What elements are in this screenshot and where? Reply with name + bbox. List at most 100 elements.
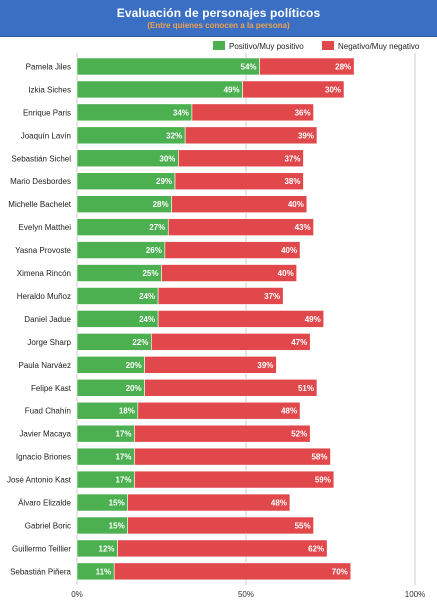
bar-negative [144, 378, 318, 397]
category-label: Evelyn Matthei [19, 223, 72, 232]
value-label-positive: 34% [173, 108, 189, 117]
category-label: Ignacio Briones [16, 453, 71, 462]
value-label-positive: 25% [142, 269, 158, 278]
value-label-negative: 39% [298, 131, 314, 140]
bar-negative [259, 57, 355, 76]
bar-negative [242, 80, 345, 99]
value-label-positive: 28% [153, 200, 169, 209]
x-tick-label: 50% [238, 590, 254, 599]
value-label-positive: 49% [224, 85, 240, 94]
value-label-positive: 17% [115, 430, 131, 439]
value-label-negative: 36% [295, 108, 311, 117]
value-label-positive: 15% [109, 521, 125, 530]
bar-negative [134, 424, 311, 443]
x-tick-label: 100% [405, 590, 425, 599]
value-label-negative: 43% [295, 223, 311, 232]
legend-label: Negativo/Muy negativo [338, 42, 420, 51]
bar-negative [164, 241, 301, 259]
category-labels: Pamela Jiles Izkia Siches Enrique Paris Joa… [7, 62, 72, 576]
x-axis-ticks: 0% 50% 100% [71, 590, 425, 599]
value-label-negative: 38% [284, 177, 300, 186]
value-label-negative: 70% [332, 567, 348, 576]
bar-negative [144, 356, 277, 374]
value-label-negative: 51% [298, 384, 314, 393]
value-label-positive: 27% [149, 223, 165, 232]
category-label: Michelle Bachelet [8, 200, 71, 209]
category-label: Felipe Kast [31, 384, 72, 393]
bar-negative [117, 539, 328, 558]
value-label-negative: 59% [315, 476, 331, 485]
category-label: Guillermo Teillier [12, 544, 71, 553]
category-label: Izkia Siches [28, 85, 71, 94]
value-label-positive: 24% [139, 315, 155, 324]
value-label-negative: 52% [291, 430, 307, 439]
value-label-positive: 18% [119, 407, 135, 416]
value-label-positive: 12% [99, 544, 115, 553]
value-label-positive: 54% [241, 62, 257, 71]
category-label: Mario Desbordes [10, 177, 71, 186]
value-label-positive: 24% [139, 292, 155, 301]
value-label-negative: 48% [281, 407, 297, 416]
category-label: Pamela Jiles [26, 62, 71, 71]
value-label-positive: 32% [166, 131, 182, 140]
legend-label: Positivo/Muy positivo [229, 42, 304, 51]
value-label-negative: 48% [271, 499, 287, 508]
x-tick-label: 0% [71, 590, 83, 599]
bars: 54% 28% 49% 30% 34% 36% 32% 39% 30% 37% 29% 38% 28% 4… [76, 57, 355, 581]
bar-negative [134, 447, 331, 466]
category-label: Ximena Rincón [17, 269, 71, 278]
value-label-negative: 58% [311, 453, 327, 462]
value-label-positive: 17% [115, 476, 131, 485]
value-label-negative: 49% [305, 315, 321, 324]
category-label: Sebastián Sichel [11, 154, 71, 163]
category-label: Jorge Sharp [27, 338, 71, 347]
category-label: Heraldo Muñoz [17, 292, 71, 301]
value-label-negative: 37% [264, 292, 280, 301]
bar-negative [167, 218, 314, 236]
bar-negative [127, 493, 291, 512]
category-label: Paula Narváez [19, 361, 71, 370]
value-label-negative: 28% [335, 62, 351, 71]
bar-negative [171, 195, 308, 213]
bar-negative [157, 310, 325, 328]
value-label-negative: 40% [288, 200, 304, 209]
value-label-positive: 29% [156, 177, 172, 186]
category-label: Enrique Paris [23, 108, 71, 117]
value-label-negative: 47% [291, 338, 307, 347]
legend: Positivo/Muy positivo Negativo/Muy negati… [213, 41, 420, 51]
value-label-negative: 40% [281, 246, 297, 255]
value-label-positive: 17% [115, 453, 131, 462]
value-label-positive: 11% [96, 567, 112, 576]
value-label-positive: 20% [126, 361, 142, 370]
chart-header: Evaluación de personajes políticos (Entr… [0, 0, 437, 37]
chart-subtitle: (Entre quienes conocen a la persona) [147, 21, 290, 30]
value-label-negative: 55% [295, 521, 311, 530]
bar-negative [178, 149, 304, 168]
category-label: Daniel Jadue [24, 315, 71, 324]
legend-swatch [322, 41, 334, 50]
bar-negative [191, 103, 314, 122]
value-label-negative: 62% [308, 544, 324, 553]
chart-title: Evaluación de personajes políticos [116, 6, 321, 20]
category-label: Álvaro Elizalde [18, 499, 71, 508]
category-label: Javier Macaya [19, 430, 71, 439]
bar-positive [76, 80, 243, 99]
legend-swatch [213, 41, 225, 50]
value-label-negative: 37% [284, 154, 300, 163]
value-label-positive: 30% [159, 154, 175, 163]
category-label: Sebastián Piñera [10, 567, 71, 576]
category-label: Yasna Provoste [15, 246, 71, 255]
category-label: Fuad Chahín [25, 407, 71, 416]
value-label-negative: 30% [325, 85, 341, 94]
bar-negative [161, 264, 297, 282]
value-label-positive: 20% [126, 384, 142, 393]
value-label-positive: 26% [146, 246, 162, 255]
value-label-negative: 39% [257, 361, 273, 370]
bar-negative [174, 172, 304, 191]
bar-negative [184, 126, 318, 145]
bar-negative [151, 333, 311, 351]
value-label-negative: 40% [278, 269, 294, 278]
bar-negative [137, 401, 301, 420]
bar-negative [113, 562, 352, 581]
